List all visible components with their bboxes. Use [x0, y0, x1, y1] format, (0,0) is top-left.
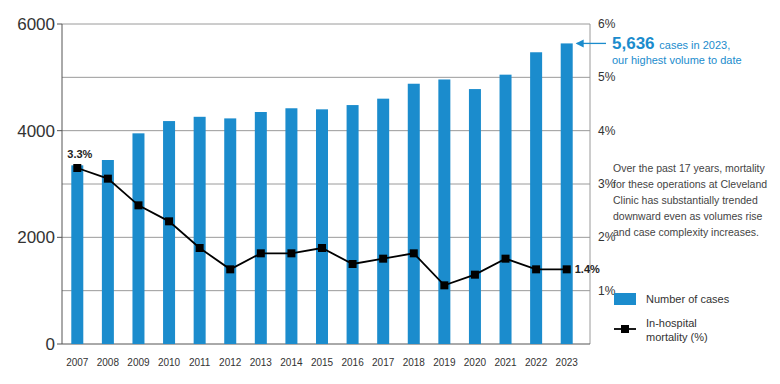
x-tick-label: 2014 — [280, 357, 303, 368]
annotation-value: 5,636 — [612, 34, 659, 53]
y-tick — [57, 237, 62, 238]
marker — [532, 265, 540, 273]
marker — [471, 271, 479, 279]
y2-axis-line — [590, 24, 591, 344]
x-tick-label: 2010 — [158, 357, 181, 368]
chart: 1%2%3%4%5%6%0200040006000200720082009201… — [0, 0, 780, 384]
marker — [73, 164, 81, 172]
bar — [377, 99, 389, 344]
note-text: for these operations at Cleveland — [613, 178, 767, 190]
x-tick-label: 2017 — [372, 357, 395, 368]
x-tick-label: 2013 — [250, 357, 273, 368]
x-tick-label: 2021 — [494, 357, 517, 368]
bar — [500, 75, 512, 344]
marker — [165, 217, 173, 225]
bar — [224, 118, 236, 344]
bar — [194, 117, 206, 344]
x-tick-label: 2016 — [341, 357, 364, 368]
annotation-text: cases in 2023, — [659, 39, 730, 51]
marker — [104, 175, 112, 183]
marker — [563, 265, 571, 273]
bar — [163, 121, 175, 344]
marker — [318, 244, 326, 252]
marker — [379, 255, 387, 263]
marker — [257, 249, 265, 257]
legend-label: Number of cases — [646, 293, 730, 305]
legend-swatch — [621, 325, 629, 333]
note-text: downward even as volumes rise — [613, 210, 763, 222]
x-tick-label: 2023 — [556, 357, 579, 368]
marker — [287, 249, 295, 257]
bar — [71, 165, 83, 344]
y-tick-label: 2000 — [17, 228, 55, 247]
x-tick-label: 2022 — [525, 357, 548, 368]
bar — [438, 79, 450, 344]
y2-tick-label: 4% — [598, 124, 616, 138]
marker — [134, 201, 142, 209]
legend-swatch — [614, 293, 636, 305]
x-tick-label: 2015 — [311, 357, 334, 368]
marker — [410, 249, 418, 257]
bar — [408, 84, 420, 344]
x-tick-label: 2012 — [219, 357, 242, 368]
line — [77, 168, 566, 285]
x-tick-label: 2011 — [189, 357, 211, 368]
annotation: 5,636 cases in 2023, — [612, 34, 730, 53]
bar — [132, 133, 144, 344]
bar — [561, 43, 573, 344]
bar — [285, 108, 297, 344]
y2-tick-label: 6% — [598, 17, 616, 31]
note-text: Clinic has substantially trended — [613, 194, 758, 206]
marker — [226, 265, 234, 273]
y-axis-line — [62, 24, 63, 344]
marker — [196, 244, 204, 252]
annotation-arrowhead — [576, 39, 584, 47]
data-label: 3.3% — [67, 148, 92, 160]
plot-area — [71, 43, 572, 344]
x-tick-label: 2020 — [464, 357, 487, 368]
legend-label: In-hospitalmortality (%) — [646, 317, 708, 343]
y2-tick-label: 5% — [598, 70, 616, 84]
x-tick-label: 2007 — [66, 357, 89, 368]
marker — [349, 260, 357, 268]
y-tick-label: 4000 — [17, 122, 55, 141]
y-tick-label: 6000 — [17, 15, 55, 34]
marker — [502, 255, 510, 263]
bar — [255, 112, 267, 344]
y2-tick-label: 1% — [598, 284, 616, 298]
note-text: and case complexity increases. — [613, 226, 759, 238]
bar — [102, 160, 114, 344]
grid-line — [62, 24, 590, 25]
bar — [316, 109, 328, 344]
bar — [530, 52, 542, 344]
x-tick-label: 2008 — [97, 357, 120, 368]
y-tick — [57, 24, 62, 25]
y-tick-label: 0 — [46, 335, 55, 354]
labels: 3.3% 1.4% — [67, 148, 600, 275]
note-text: Over the past 17 years, mortality — [613, 162, 765, 174]
bar — [469, 89, 481, 344]
marker — [440, 281, 448, 289]
x-tick-label: 2009 — [127, 357, 150, 368]
y-tick — [57, 344, 62, 345]
bar — [347, 105, 359, 344]
x-tick-label: 2018 — [403, 357, 426, 368]
y-tick — [57, 130, 62, 131]
x-tick-label: 2019 — [433, 357, 456, 368]
data-label: 1.4% — [575, 263, 600, 275]
annotation-text: our highest volume to date — [612, 54, 742, 66]
